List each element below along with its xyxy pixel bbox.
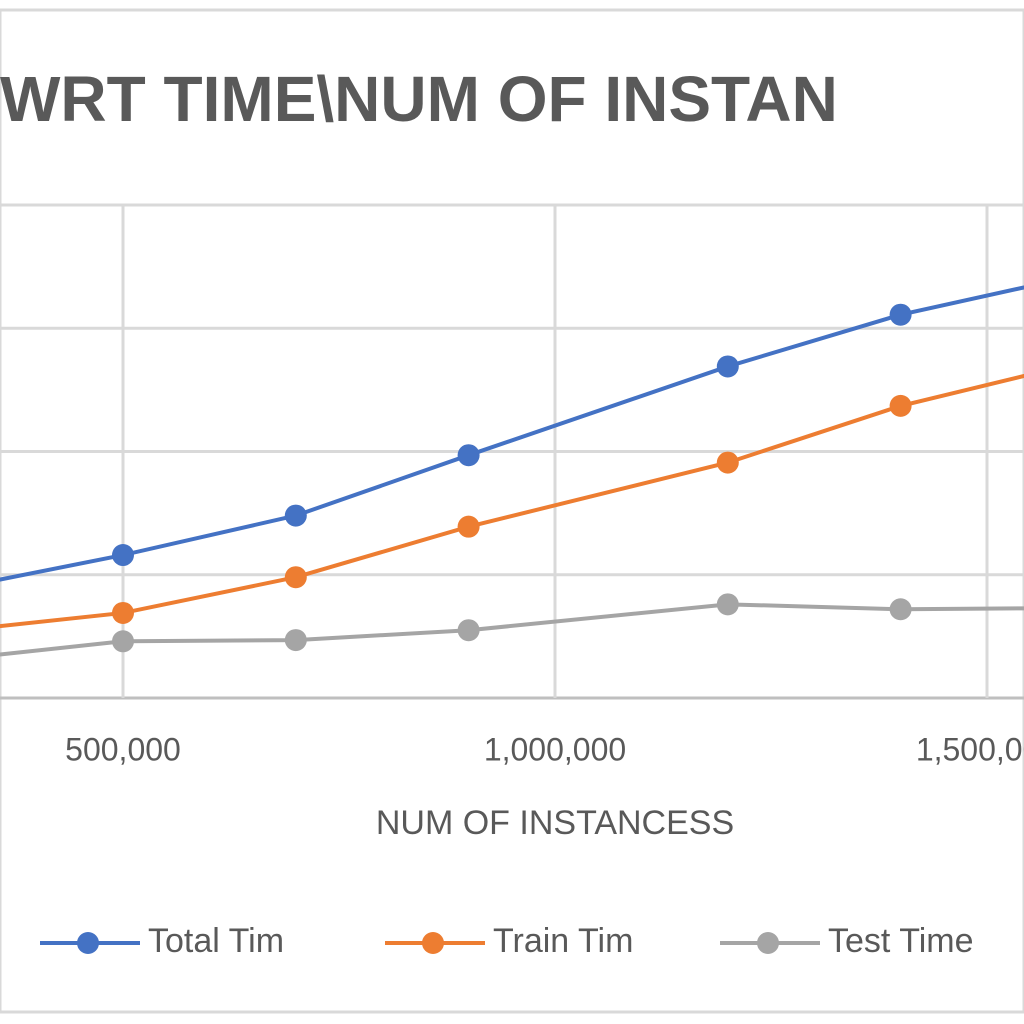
data-point — [111, 544, 134, 567]
data-point — [889, 598, 912, 621]
data-point — [284, 504, 307, 527]
legend-marker — [422, 932, 444, 954]
x-tick-label: 1,500,000 — [916, 731, 1024, 767]
x-axis-title: NUM OF INSTANCESS — [376, 804, 734, 842]
plot-area — [0, 285, 1024, 657]
data-point — [457, 619, 480, 642]
legend-label: Test Time — [828, 922, 973, 960]
legend-label: Train Tim — [493, 922, 633, 960]
data-point — [889, 303, 912, 326]
data-point — [284, 629, 307, 652]
chart-frame — [0, 8, 1024, 1014]
data-point — [716, 451, 739, 474]
x-tick-label: 1,000,000 — [484, 731, 626, 767]
data-point — [284, 566, 307, 589]
x-tick-label: 500,000 — [65, 731, 181, 767]
chart-title: WRT TIME\NUM OF INSTAN — [0, 63, 838, 135]
legend-marker — [77, 932, 99, 954]
data-point — [716, 593, 739, 616]
data-point — [111, 630, 134, 653]
legend-marker — [757, 932, 779, 954]
data-point — [889, 394, 912, 417]
data-point — [457, 515, 480, 538]
data-point — [111, 601, 134, 624]
data-point — [716, 355, 739, 378]
data-point — [457, 444, 480, 467]
legend-label: Total Tim — [148, 922, 284, 960]
